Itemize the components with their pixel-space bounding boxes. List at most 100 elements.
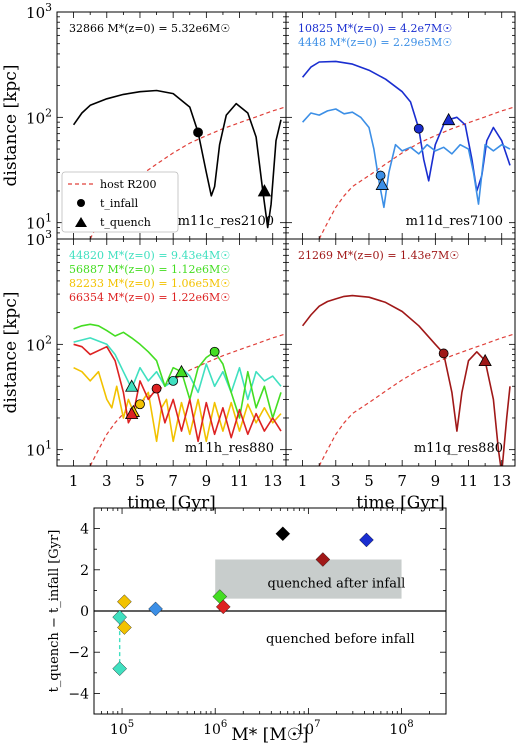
infall-marker-21269: [438, 348, 449, 359]
y-tick-label: 103: [26, 228, 52, 249]
y-tick-label: 0: [80, 604, 89, 620]
x-tick-label: 1: [298, 472, 308, 490]
diamond-point-44820: [112, 609, 127, 625]
legend-label: t_infall: [100, 197, 139, 210]
infall-marker-4448: [375, 170, 386, 181]
legend-label: t_quench: [100, 216, 151, 229]
x-axis-label: time [Gyr]: [127, 493, 215, 513]
panel-label: m11h_res880: [185, 441, 274, 456]
annotation-0: 10825 M*(z=0) = 4.2e7M☉: [298, 22, 452, 35]
y-tick-label: 102: [26, 106, 52, 127]
infall-marker-82233: [135, 399, 145, 410]
x-tick-label: 3: [102, 472, 112, 490]
quench-marker-44820: [125, 379, 139, 392]
series-line-56887: [73, 323, 282, 419]
y-tick-label: 4: [80, 522, 89, 538]
infall-marker-66354: [151, 383, 162, 394]
quench-marker-21269: [478, 353, 492, 367]
x-tick-label: 3: [331, 472, 341, 490]
x-tick-label: 13: [492, 472, 511, 490]
y-tick-label: 101: [26, 212, 52, 233]
diamond-point-4448: [148, 601, 163, 617]
y-axis-label: t_quench − t_infall [Gyr]: [47, 530, 62, 693]
host-r200-line: [318, 333, 515, 466]
y-tick-label: 101: [26, 439, 52, 460]
panel-label: m11c_res2100: [178, 214, 274, 229]
plot-area: [301, 60, 515, 239]
annotation-0: 32866 M*(z=0) = 5.32e6M☉: [69, 22, 230, 35]
host-r200-line: [89, 106, 286, 239]
y-tick-label: 2: [80, 563, 89, 579]
legend-box: [61, 171, 179, 233]
y-tick-label: 102: [26, 333, 52, 354]
diamond-point-10825: [359, 532, 374, 548]
x-tick-label: 11: [459, 472, 478, 490]
x-axis-label: M* [M☉]: [231, 725, 308, 745]
legend-label: host R200: [100, 178, 157, 191]
quench-marker-4448: [375, 177, 389, 190]
x-tick-label: 7: [168, 472, 178, 490]
plot-area: [301, 294, 515, 466]
panel-m11c_res2100: 101 102 103 m11c_res2100 32866 M*(z=0) = 5.3…: [1, 1, 287, 240]
host-r200-line: [318, 106, 515, 239]
x-tick-label: 5: [364, 472, 374, 490]
panel-frame: [285, 238, 516, 467]
diamond-point-82233: [117, 594, 132, 610]
panel-label: m11q_res880: [414, 441, 503, 456]
x-tick-label: 11: [230, 472, 249, 490]
infall-marker-32866: [193, 127, 203, 138]
diamond-point-66354: [215, 599, 231, 615]
x-tick-label: 108: [389, 719, 413, 738]
series-line-10825: [301, 60, 511, 192]
y-axis-label: distance [kpc]: [1, 65, 21, 187]
infall-marker-10825: [413, 123, 424, 134]
diamond-point-32866: [275, 526, 291, 542]
x-tick-label: 7: [397, 472, 407, 490]
plot-area: [72, 89, 286, 239]
infall-marker-44820: [168, 375, 179, 386]
y-tick-label: −2: [68, 645, 89, 661]
diamond-point-82233b: [117, 620, 132, 635]
x-tick-label: 13: [263, 472, 282, 490]
series-line-44820: [73, 337, 282, 401]
series-line-4448: [302, 108, 511, 209]
y-axis-label: distance [kpc]: [1, 292, 21, 414]
y-tick-label: 103: [26, 1, 52, 22]
region-label-before: quenched before infall: [266, 632, 415, 647]
legend-triangle-swatch: [75, 217, 87, 227]
annotation-1: 4448 M*(z=0) = 2.29e5M☉: [298, 36, 452, 49]
annotation-0: 44820 M*(z=0) = 9.43e4M☉: [69, 249, 230, 262]
annotation-2: 82233 M*(z=0) = 1.06e5M☉: [69, 277, 230, 290]
infall-marker-56887: [209, 346, 220, 357]
annotation-0: 21269 M*(z=0) = 1.43e7M☉: [298, 249, 459, 262]
annotation-3: 66354 M*(z=0) = 1.22e6M☉: [69, 291, 230, 304]
plot-area: [73, 323, 286, 466]
y-tick-label: −4: [68, 686, 89, 702]
series-line-82233: [73, 366, 282, 443]
legend: host R200 t_infall t_quench: [61, 171, 179, 233]
series-line-21269: [301, 294, 511, 466]
legend-circle-swatch: [77, 199, 85, 207]
quench-marker-32866: [257, 184, 272, 197]
panel-label: m11d_res7100: [406, 214, 503, 229]
diamond-point-21269: [315, 552, 331, 567]
x-axis-label: time [Gyr]: [356, 493, 444, 513]
region-label-after: quenched after infall: [268, 576, 406, 591]
x-tick-label: 9: [202, 472, 212, 490]
quench-marker-56887: [174, 364, 189, 378]
quenched-band: [215, 559, 402, 599]
quench-marker-10825: [441, 112, 456, 126]
series-line-66354: [73, 343, 282, 443]
x-tick-label: 9: [431, 472, 441, 490]
x-tick-label: 106: [203, 719, 227, 738]
quench-marker-66354: [125, 406, 139, 420]
annotation-1: 56887 M*(z=0) = 1.12e6M☉: [69, 263, 230, 276]
x-tick-label: 5: [135, 472, 145, 490]
diamond-point-44820b: [112, 661, 127, 676]
series-line-32866: [72, 89, 282, 229]
x-tick-label: 107: [296, 719, 320, 738]
panel-tquench-vs-mstar: quenched after infall quenched before inf…: [47, 507, 447, 745]
